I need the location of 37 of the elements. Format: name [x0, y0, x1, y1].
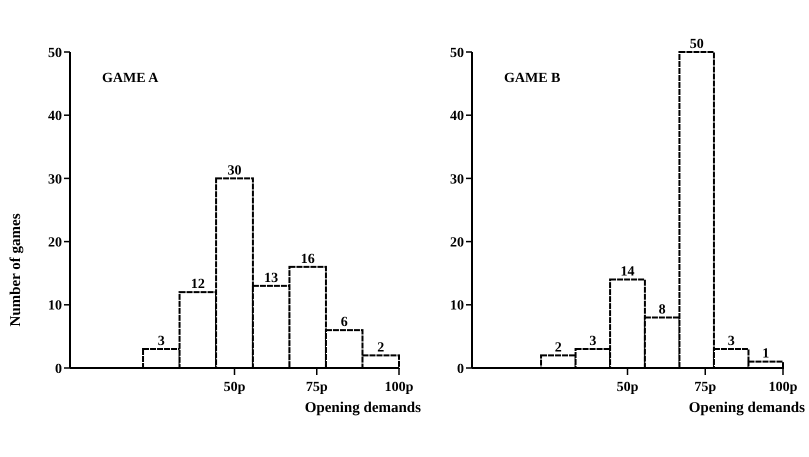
text: GAME A	[102, 71, 160, 86]
data-label: 50	[690, 37, 704, 52]
y-tick-label: 20	[450, 236, 464, 250]
x-axis-title: Opening demands	[304, 400, 422, 416]
x-tick-label: 75p	[694, 380, 716, 395]
data-label: 3	[158, 334, 165, 350]
y-tick-label: 0	[457, 362, 464, 377]
data-label: 3	[589, 334, 596, 350]
data-label: 2	[377, 340, 384, 356]
y-tick-label: 10	[450, 298, 464, 314]
data-label: 1	[762, 346, 770, 362]
data-label: 13	[264, 270, 278, 286]
y-tick-label: 40	[48, 109, 62, 124]
y-tick-label: 20	[48, 236, 62, 250]
x-axis-title: Opening demands	[688, 400, 806, 416]
y-tick-label: 50	[450, 46, 464, 61]
data-label: 8	[658, 302, 666, 318]
x-tick-label: 50p	[616, 380, 639, 395]
y-tick-label: 30	[450, 172, 464, 188]
data-label: 3	[728, 334, 735, 350]
x-tick-label: 50p	[224, 380, 246, 395]
data-label: 12	[190, 277, 205, 292]
y-tick-label: 40	[450, 109, 464, 124]
x-tick-label: 100p	[384, 380, 414, 395]
text: GAME B	[504, 71, 560, 86]
data-label: 14	[620, 264, 634, 280]
y-tick-label: 0	[55, 362, 62, 377]
data-label: 2	[554, 340, 562, 356]
data-label: 30	[228, 163, 242, 178]
data-label: 16	[300, 252, 315, 267]
x-tick-label: 100p	[768, 380, 798, 395]
y-axis-title: Number of games	[8, 213, 24, 327]
y-tick-label: 10	[48, 298, 62, 314]
data-label: 6	[340, 315, 348, 330]
y-tick-label: 30	[48, 172, 62, 188]
x-tick-label: 75p	[306, 380, 328, 395]
y-tick-label: 50	[48, 46, 62, 61]
